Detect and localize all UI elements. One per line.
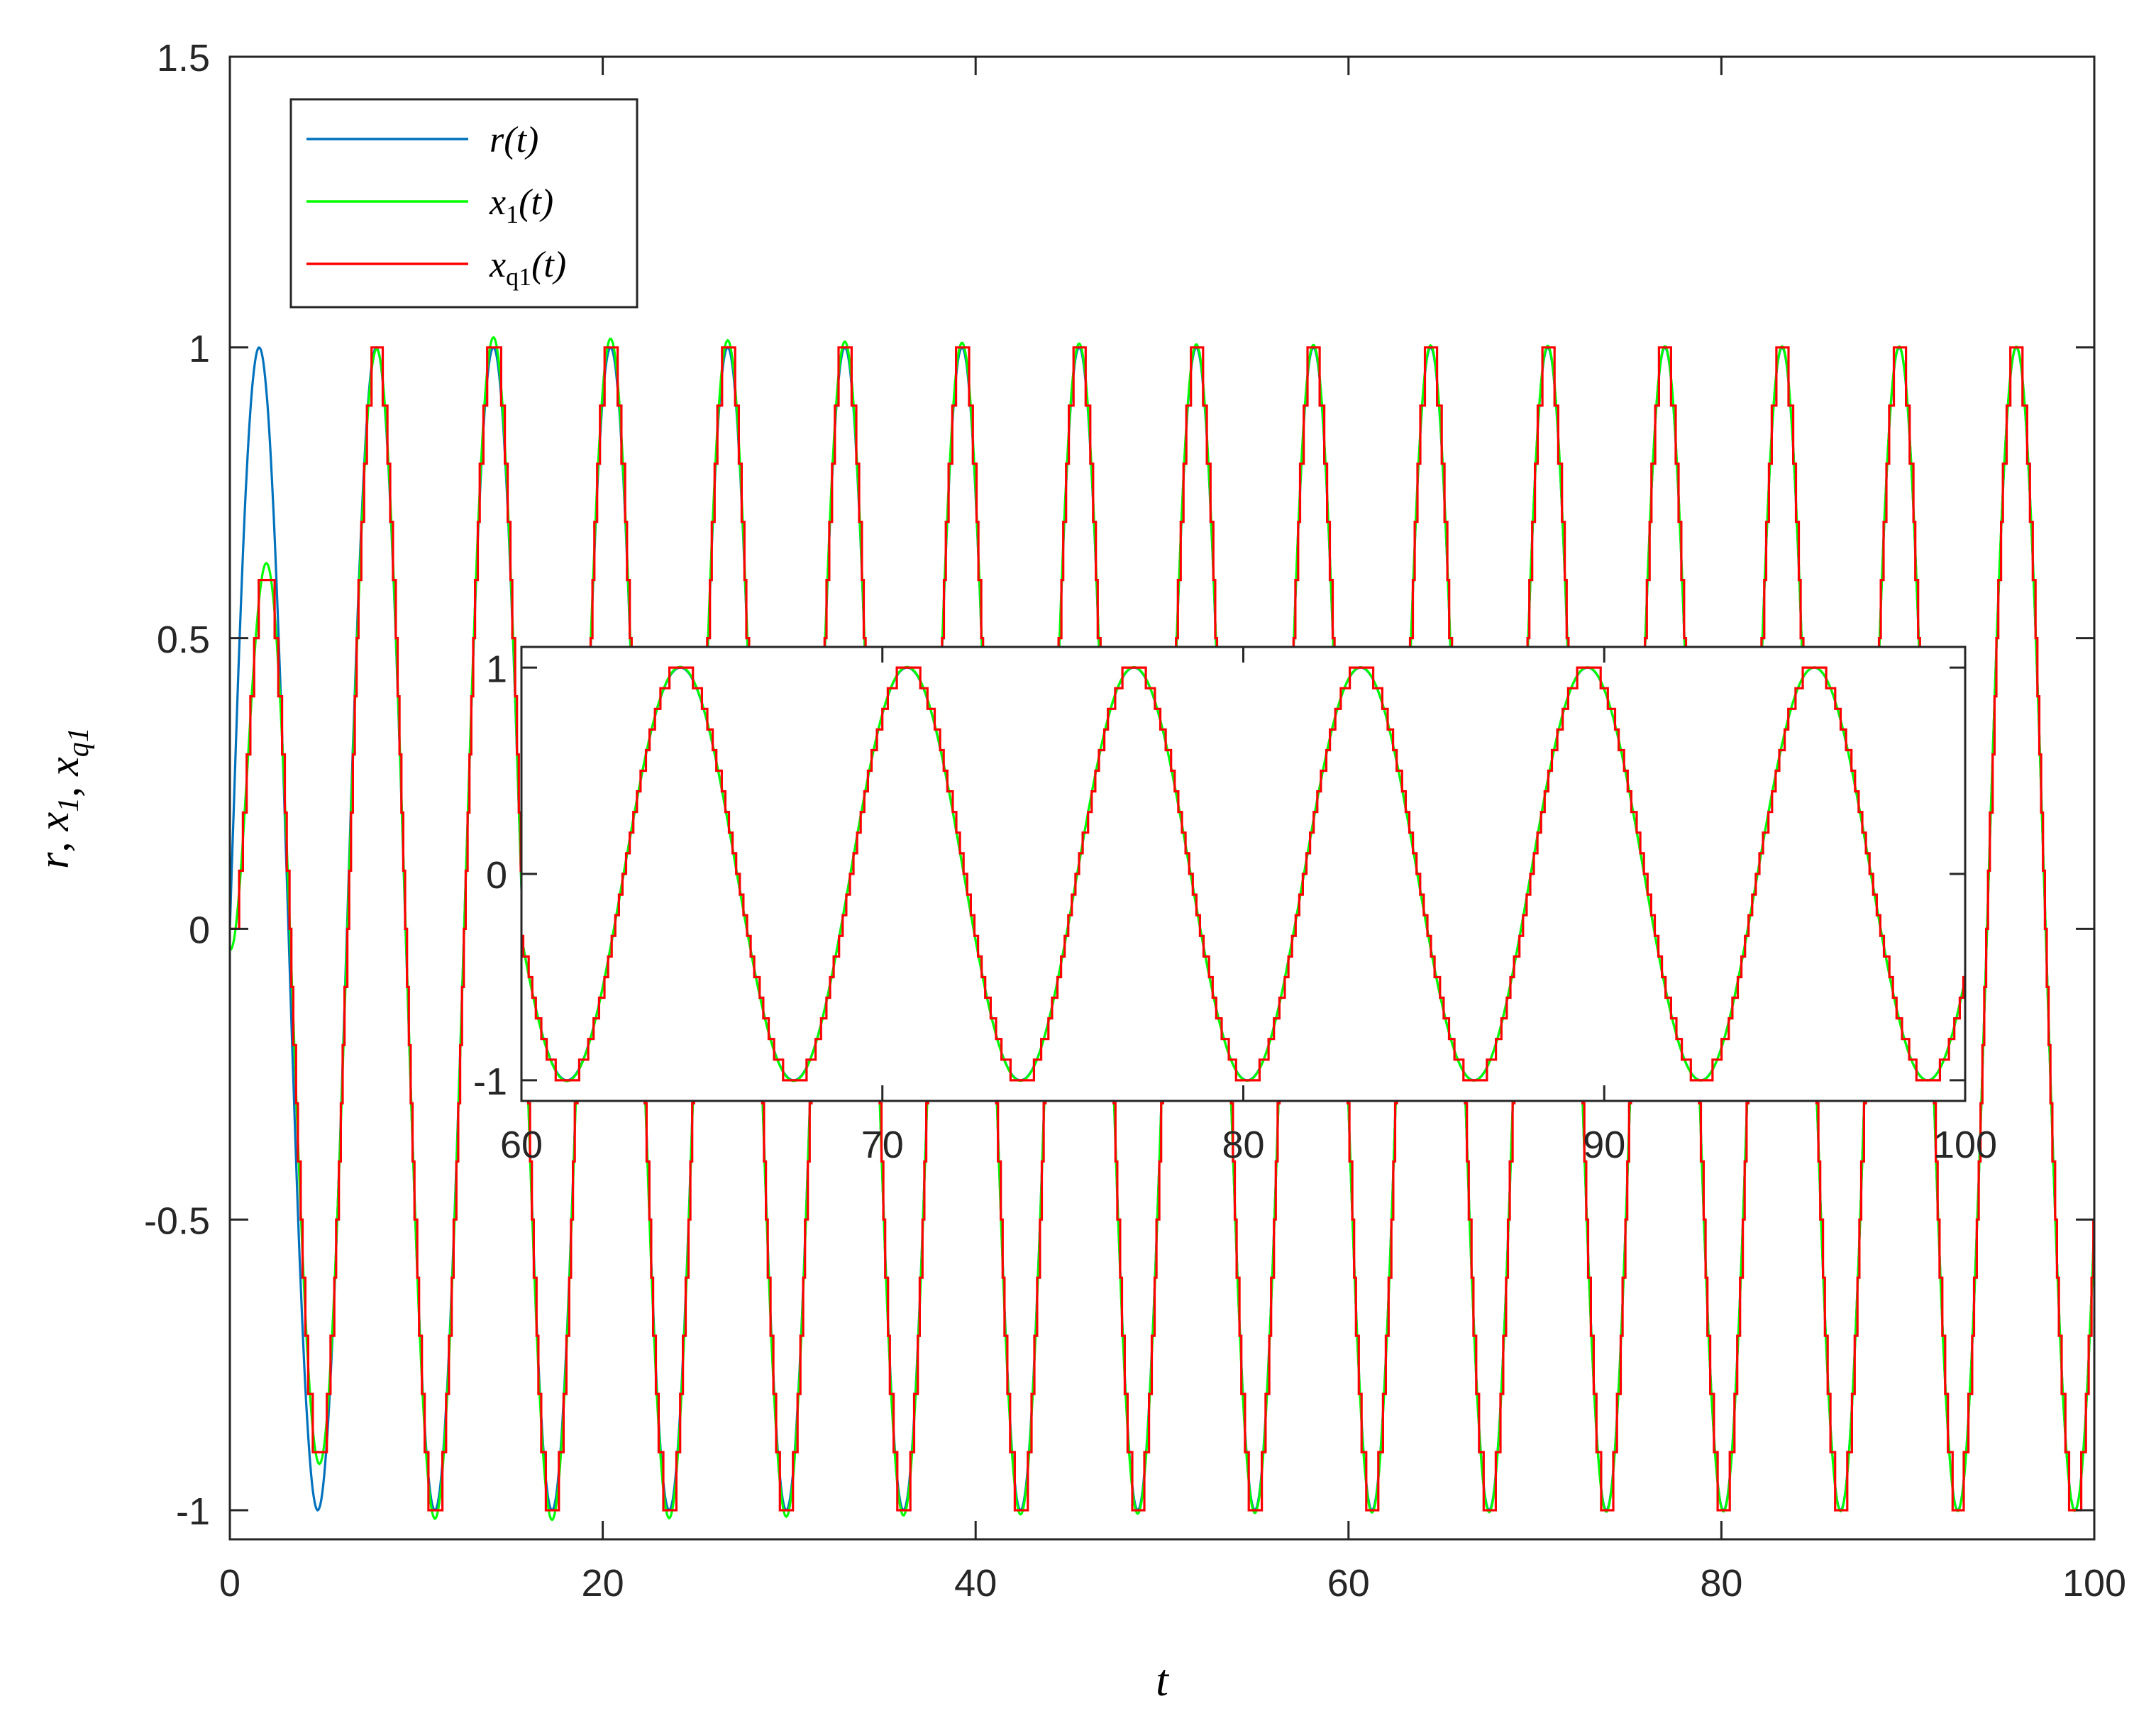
inset-x-axis: 60 70 80 90 100 (500, 647, 1997, 1166)
inset-series-group (521, 665, 1965, 1082)
x-axis-label: t (1156, 1655, 1170, 1705)
main-y-tick-label: -0.5 (144, 1200, 210, 1242)
main-x-tick-label: 20 (582, 1562, 624, 1605)
legend-label-0: r(t) (490, 120, 538, 160)
main-y-tick-label: 1.5 (157, 37, 210, 79)
legend: r(t) x1(t) xq1(t) (289, 98, 638, 309)
inset-y-axis: -1 0 1 (473, 648, 1965, 1103)
inset-y-tick-label: -1 (473, 1060, 507, 1103)
legend-label-2: xq1(t) (489, 245, 566, 291)
inset-y-tick-label: 1 (486, 648, 507, 690)
inset-y-tick-label: 0 (486, 854, 507, 897)
main-y-tick-label: -1 (176, 1490, 210, 1533)
inset-x-tick-label: 70 (861, 1124, 904, 1166)
main-x-tick-label: 60 (1327, 1562, 1370, 1605)
inset-x-tick-label: 80 (1222, 1124, 1264, 1166)
legend-box (289, 98, 638, 309)
main-x-tick-label: 80 (1700, 1562, 1742, 1605)
main-x-tick-label: 100 (2062, 1562, 2126, 1605)
main-y-tick-label: 1 (189, 328, 210, 370)
main-plot-frame (228, 55, 2096, 1541)
main-y-tick-label: 0.5 (157, 619, 210, 661)
inset-x-tick-label: 90 (1583, 1124, 1625, 1166)
main-x-tick-label: 40 (954, 1562, 997, 1605)
main-y-tick-label: 0 (189, 909, 210, 952)
inset-background (521, 647, 1965, 1101)
main-x-axis: 0 20 40 60 80 100 (219, 57, 2126, 1605)
main-x-tick-label: 0 (219, 1562, 241, 1605)
main-y-axis: -1 -0.5 0 0.5 1 1.5 (144, 37, 2094, 1533)
y-axis-label: r, x1, xq1 (31, 727, 95, 869)
inset-x-tick-label: 60 (500, 1124, 543, 1166)
inset-plot: 60 70 80 90 100 -1 0 1 (473, 646, 1997, 1166)
inset-series-xq1 (521, 666, 1965, 1082)
legend-label-1: x1(t) (489, 182, 553, 228)
inset-x-tick-label: 100 (1933, 1124, 1997, 1166)
